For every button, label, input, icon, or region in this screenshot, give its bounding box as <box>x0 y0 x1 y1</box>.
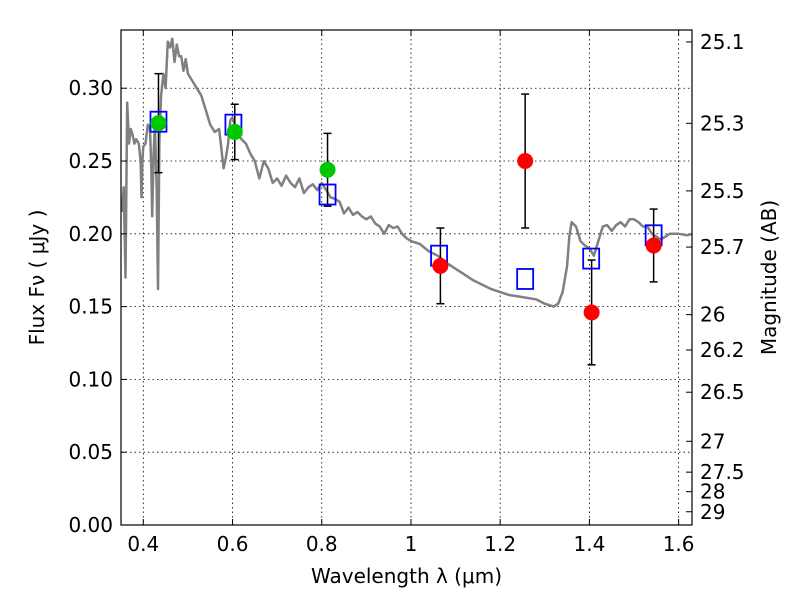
model-square <box>318 183 337 206</box>
axis-ticks: 0.4 0.6 0.8 1 1.2 1.4 1.6 0.00 0.05 0.10 0.15 0.20 0… <box>68 30 744 556</box>
spectrum-layer <box>120 37 693 308</box>
y2-tick-label: 25.3 <box>700 111 745 135</box>
y2-tick-label: 26 <box>700 303 725 327</box>
error-bars <box>154 72 658 366</box>
spectrum-line <box>120 37 693 308</box>
observed-points <box>150 115 662 321</box>
observed-point-red <box>432 257 449 274</box>
y2-tick-label: 26.5 <box>700 380 745 404</box>
observed-point-green <box>150 115 167 132</box>
y2-tick-label: 29 <box>700 500 725 524</box>
x-tick-label: 0.4 <box>127 532 159 556</box>
model-square <box>149 110 168 133</box>
x-tick-label: 0.8 <box>306 532 338 556</box>
y-tick-label: 0.25 <box>68 149 113 173</box>
observed-point-red <box>517 153 534 170</box>
observed-point-green <box>226 123 243 140</box>
y2-tick-label: 25.7 <box>700 235 745 259</box>
y-tick-label: 0.10 <box>68 367 113 391</box>
x-tick-label: 1.4 <box>573 532 605 556</box>
y-tick-label: 0.05 <box>68 440 113 464</box>
plot-frame <box>120 29 693 526</box>
y2-tick-label: 25.5 <box>700 179 745 203</box>
observed-point-green <box>319 161 336 178</box>
y-tick-label: 0.00 <box>68 513 113 537</box>
observed-point-red <box>645 237 662 254</box>
y2-tick-label: 25.1 <box>700 30 745 54</box>
x-tick-label: 1.6 <box>663 532 695 556</box>
y-axis-label: Flux Fν ( μJy ) <box>25 210 49 346</box>
x-tick-label: 1.2 <box>484 532 516 556</box>
observed-point-red <box>583 304 600 321</box>
model-points <box>149 110 663 290</box>
model-square <box>582 247 601 270</box>
y-tick-label: 0.30 <box>68 76 113 100</box>
y-tick-label: 0.15 <box>68 295 113 319</box>
y2-tick-label: 27.5 <box>700 460 745 484</box>
y-tick-label: 0.20 <box>68 222 113 246</box>
model-square <box>516 268 535 290</box>
y2-tick-label: 27 <box>700 429 725 453</box>
grid <box>121 30 692 525</box>
y2-tick-label: 28 <box>700 480 725 504</box>
x-tick-label: 0.6 <box>217 532 249 556</box>
y2-tick-label: 26.2 <box>700 338 745 362</box>
y2-axis-label: Magnitude (AB) <box>757 200 781 355</box>
x-tick-label: 1 <box>405 532 418 556</box>
x-axis-label: Wavelength λ (μm) <box>311 564 502 588</box>
